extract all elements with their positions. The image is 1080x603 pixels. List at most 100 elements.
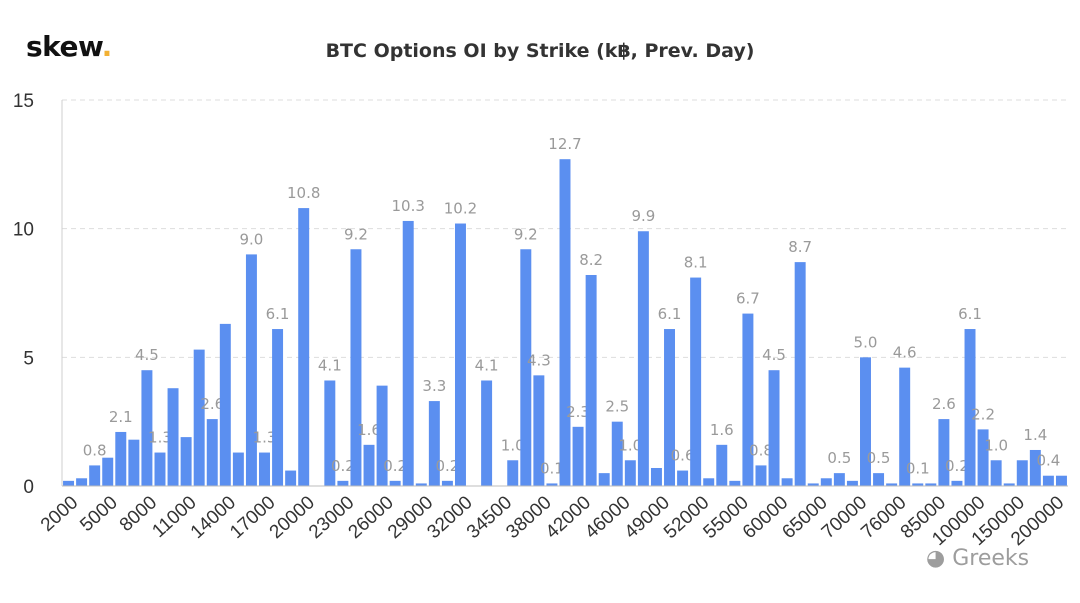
- data-label: 10.3: [392, 197, 425, 215]
- bar: [1016, 460, 1028, 486]
- data-label: 3.3: [422, 377, 446, 395]
- data-label: 1.3: [148, 429, 172, 447]
- bar: [794, 262, 806, 486]
- bar: [533, 375, 545, 486]
- bar: [298, 208, 310, 486]
- bar: [611, 421, 623, 486]
- bar: [324, 380, 336, 486]
- data-label: 0.5: [867, 449, 891, 467]
- bar: [546, 483, 558, 486]
- bar: [768, 370, 780, 486]
- bar: [716, 444, 728, 486]
- data-label: 2.6: [932, 395, 956, 413]
- bar: [977, 429, 989, 486]
- data-label: 0.2: [383, 457, 407, 475]
- bar: [899, 367, 911, 486]
- data-label: 0.6: [671, 447, 695, 465]
- data-label: 0.1: [906, 459, 930, 477]
- data-label: 6.7: [736, 290, 760, 308]
- data-label: 4.1: [318, 356, 342, 374]
- bar: [873, 473, 885, 486]
- data-label: 9.0: [240, 230, 264, 248]
- bar: [729, 480, 741, 486]
- bar: [520, 249, 532, 486]
- bar: [912, 483, 924, 486]
- data-label: 10.8: [287, 184, 320, 202]
- bar: [272, 329, 284, 486]
- data-label: 1.4: [1023, 426, 1047, 444]
- bar: [1042, 475, 1054, 486]
- data-label: 1.0: [618, 436, 642, 454]
- bar: [820, 478, 832, 486]
- bar: [245, 254, 257, 486]
- bar: [285, 470, 297, 486]
- bar: [428, 401, 440, 486]
- data-label: 2.3: [566, 403, 590, 421]
- data-label: 4.1: [475, 356, 499, 374]
- bar: [259, 452, 270, 486]
- bar: [128, 439, 140, 486]
- bar: [846, 480, 858, 486]
- data-label: 1.6: [357, 421, 381, 439]
- watermark: ◕ Greeks: [926, 546, 1029, 571]
- data-label: 6.1: [658, 305, 682, 323]
- y-tick-label: 5: [23, 348, 34, 369]
- bar: [376, 385, 388, 486]
- data-label: 2.2: [971, 405, 995, 423]
- bar: [507, 460, 519, 486]
- bar: [637, 231, 649, 486]
- data-label: 5.0: [854, 333, 878, 351]
- data-label: 6.1: [266, 305, 290, 323]
- data-label: 4.5: [135, 346, 159, 364]
- bar: [415, 483, 427, 486]
- data-label: 1.6: [710, 421, 734, 439]
- bar: [232, 452, 244, 486]
- bar: [76, 478, 88, 486]
- data-label: 8.2: [579, 251, 603, 269]
- bar: [337, 480, 349, 486]
- bar: [180, 437, 192, 486]
- data-label: 2.1: [109, 408, 133, 426]
- bar: [664, 329, 675, 486]
- bar: [454, 223, 466, 486]
- y-tick-label: 0: [23, 477, 34, 498]
- bar: [572, 426, 584, 486]
- bar: [860, 357, 871, 486]
- bar: [677, 470, 689, 486]
- data-label: 2.6: [200, 395, 224, 413]
- bar: [206, 419, 218, 486]
- bar: [807, 483, 819, 486]
- data-label: 1.0: [984, 436, 1008, 454]
- bar: [1003, 483, 1015, 486]
- data-label: 9.2: [344, 225, 368, 243]
- watermark-text: Greeks: [952, 546, 1030, 571]
- bar: [389, 480, 401, 486]
- data-label: 9.9: [631, 207, 655, 225]
- data-label: 2.5: [605, 398, 629, 416]
- data-label: 1.3: [253, 429, 277, 447]
- bar: [559, 159, 571, 486]
- bar: [624, 460, 636, 486]
- data-label: 0.2: [945, 457, 969, 475]
- x-tick-label: 2000: [37, 492, 82, 536]
- bar: [703, 478, 715, 486]
- bar: [350, 249, 362, 486]
- bar: [925, 483, 937, 486]
- data-label: 4.6: [893, 344, 917, 362]
- bar: [951, 480, 963, 486]
- x-tick-label: 5000: [76, 492, 121, 536]
- data-label: 4.5: [762, 346, 786, 364]
- bar: [742, 313, 754, 486]
- bar: [167, 388, 179, 486]
- data-label: 8.1: [684, 254, 708, 272]
- data-label: 9.2: [514, 225, 538, 243]
- bar: [1055, 475, 1067, 486]
- bar: [102, 457, 114, 486]
- data-label: 1.0: [501, 436, 525, 454]
- bar: [219, 323, 231, 486]
- bar: [585, 274, 597, 486]
- wechat-icon: ◕: [926, 546, 946, 571]
- bar: [990, 460, 1002, 486]
- bar: [755, 465, 767, 486]
